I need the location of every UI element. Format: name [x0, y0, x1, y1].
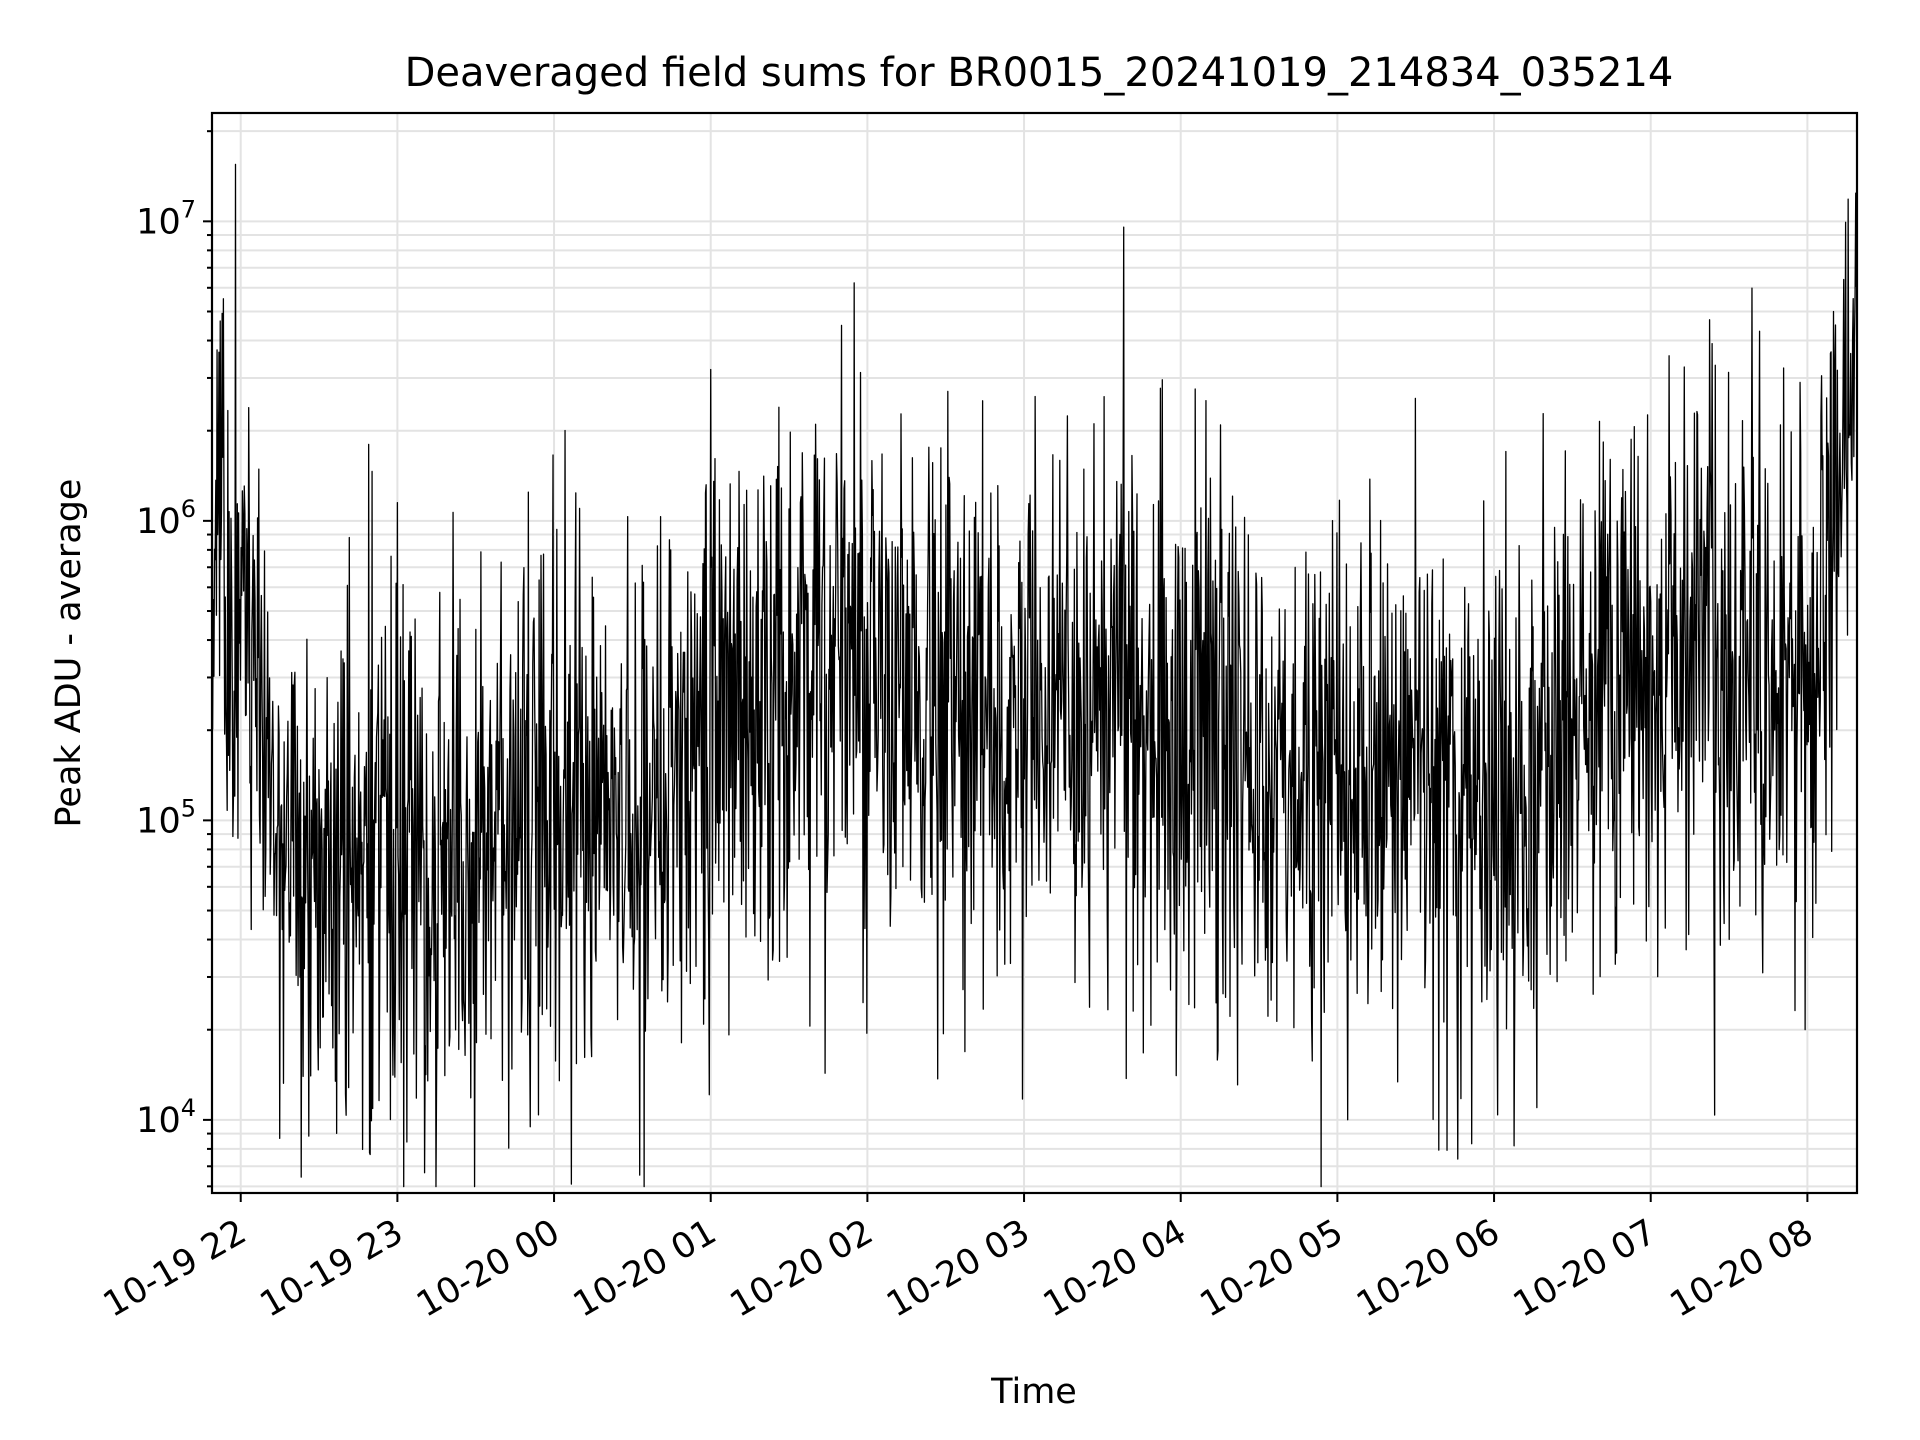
y-axis-label: Peak ADU - average	[49, 479, 89, 828]
y-tick-label: 105	[136, 794, 196, 841]
y-tick-label: 106	[136, 495, 196, 542]
x-axis-label: Time	[990, 1372, 1077, 1412]
y-tick-label: 107	[136, 195, 196, 242]
plot-frame	[210, 111, 1859, 1195]
y-tick-label: 104	[136, 1094, 196, 1141]
chart-title: Deaveraged field sums for BR0015_2024101…	[405, 50, 1674, 96]
y-axis: 104 105 106 107	[136, 130, 212, 1188]
series-layer	[211, 163, 1858, 1188]
series-line	[211, 163, 1858, 1188]
